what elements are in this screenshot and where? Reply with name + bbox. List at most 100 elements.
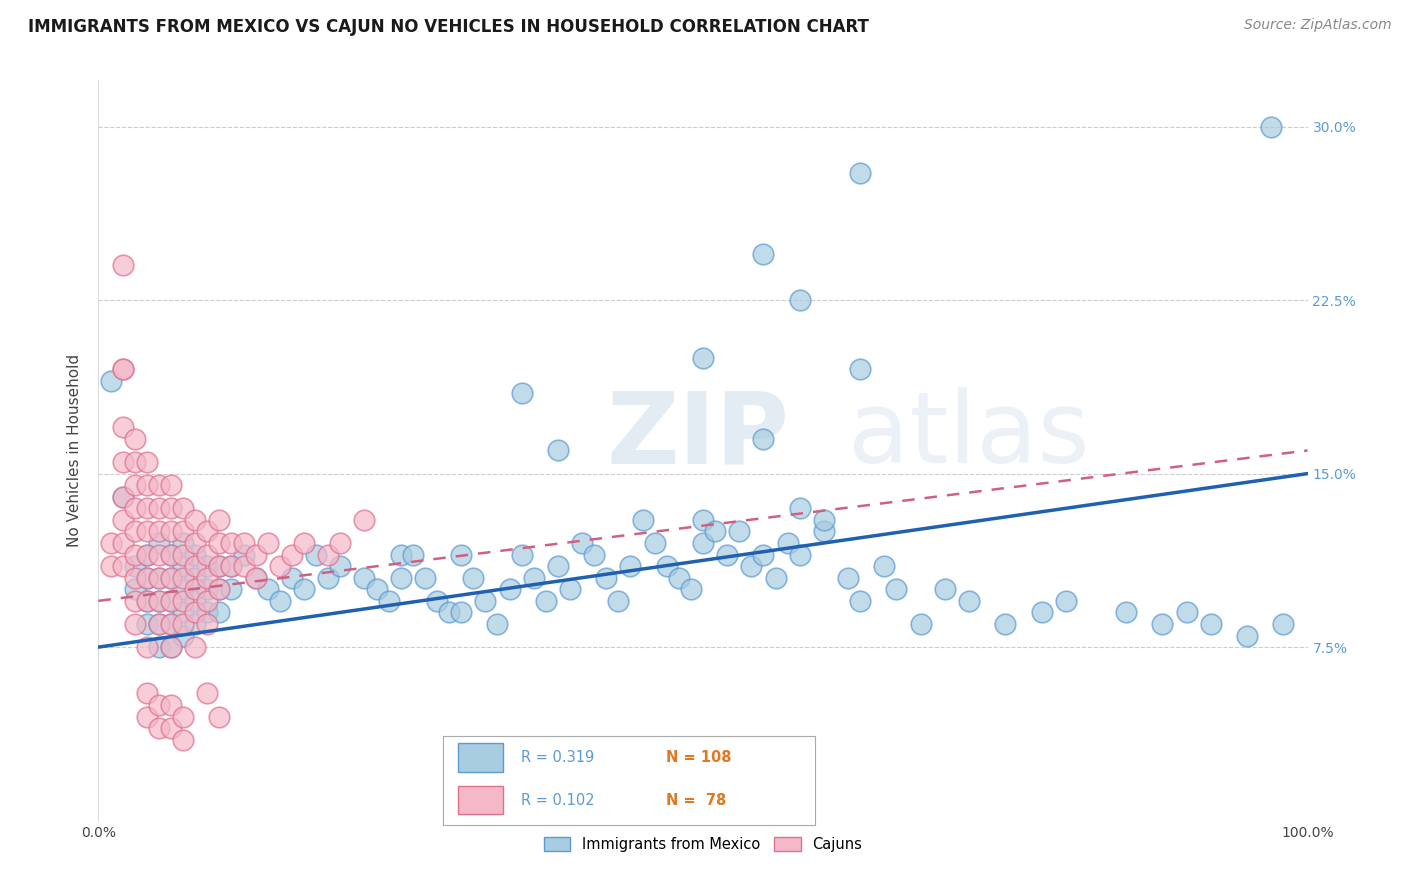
Point: [486, 617, 509, 632]
Point: [195, 617, 218, 632]
Point: [256, 582, 278, 597]
Point: [1199, 617, 1222, 632]
Point: [100, 559, 122, 574]
Point: [172, 628, 194, 642]
Point: [111, 362, 134, 376]
Point: [329, 536, 352, 550]
Point: [195, 524, 218, 539]
Point: [135, 617, 157, 632]
Point: [510, 548, 533, 562]
Point: [111, 362, 134, 376]
Point: [160, 548, 183, 562]
Point: [353, 571, 375, 585]
Point: [208, 709, 231, 723]
Point: [316, 571, 339, 585]
Point: [184, 640, 207, 654]
Point: [437, 606, 460, 620]
Point: [789, 501, 811, 516]
Point: [124, 617, 146, 632]
Point: [135, 455, 157, 469]
Point: [765, 571, 787, 585]
Point: [172, 732, 194, 747]
Point: [184, 559, 207, 574]
Point: [631, 513, 654, 527]
Point: [124, 559, 146, 574]
Point: [523, 571, 546, 585]
Point: [148, 721, 170, 735]
Point: [353, 513, 375, 527]
Point: [389, 548, 412, 562]
Point: [389, 571, 412, 585]
Point: [172, 524, 194, 539]
Point: [195, 571, 218, 585]
Point: [668, 571, 690, 585]
Point: [184, 606, 207, 620]
Point: [232, 536, 254, 550]
Point: [450, 606, 472, 620]
Point: [135, 594, 157, 608]
Point: [160, 524, 183, 539]
Text: R = 0.319: R = 0.319: [522, 750, 595, 764]
Point: [849, 594, 872, 608]
Point: [208, 582, 231, 597]
Point: [124, 455, 146, 469]
Point: [124, 582, 146, 597]
Point: [172, 548, 194, 562]
Point: [124, 501, 146, 516]
Point: [172, 594, 194, 608]
Point: [208, 582, 231, 597]
Point: [124, 548, 146, 562]
Point: [124, 524, 146, 539]
Point: [789, 548, 811, 562]
Point: [934, 582, 956, 597]
Point: [111, 490, 134, 504]
Point: [692, 536, 714, 550]
Point: [994, 617, 1017, 632]
Point: [752, 432, 775, 446]
Legend: Immigrants from Mexico, Cajuns: Immigrants from Mexico, Cajuns: [538, 830, 868, 858]
Point: [172, 582, 194, 597]
Point: [1260, 120, 1282, 134]
Point: [160, 721, 183, 735]
Point: [510, 385, 533, 400]
Point: [135, 640, 157, 654]
Point: [148, 548, 170, 562]
Point: [135, 548, 157, 562]
Point: [849, 362, 872, 376]
Point: [148, 524, 170, 539]
Point: [849, 166, 872, 180]
Point: [135, 571, 157, 585]
Point: [316, 548, 339, 562]
FancyBboxPatch shape: [458, 743, 502, 772]
Point: [595, 571, 617, 585]
Point: [245, 548, 267, 562]
Point: [148, 571, 170, 585]
Point: [1031, 606, 1053, 620]
Point: [679, 582, 702, 597]
Point: [221, 559, 243, 574]
Point: [740, 559, 762, 574]
Point: [208, 559, 231, 574]
Point: [160, 594, 183, 608]
Point: [292, 582, 315, 597]
Point: [1236, 628, 1258, 642]
Point: [957, 594, 980, 608]
Point: [160, 698, 183, 712]
Point: [426, 594, 449, 608]
Point: [692, 802, 714, 816]
Point: [195, 594, 218, 608]
Point: [135, 571, 157, 585]
Point: [221, 582, 243, 597]
Point: [644, 536, 666, 550]
Y-axis label: No Vehicles in Household: No Vehicles in Household: [67, 354, 83, 547]
Point: [135, 548, 157, 562]
Point: [910, 617, 932, 632]
Point: [195, 606, 218, 620]
Point: [195, 582, 218, 597]
Point: [111, 536, 134, 550]
Point: [195, 548, 218, 562]
Point: [160, 640, 183, 654]
Point: [463, 571, 485, 585]
Point: [111, 513, 134, 527]
Point: [547, 559, 569, 574]
